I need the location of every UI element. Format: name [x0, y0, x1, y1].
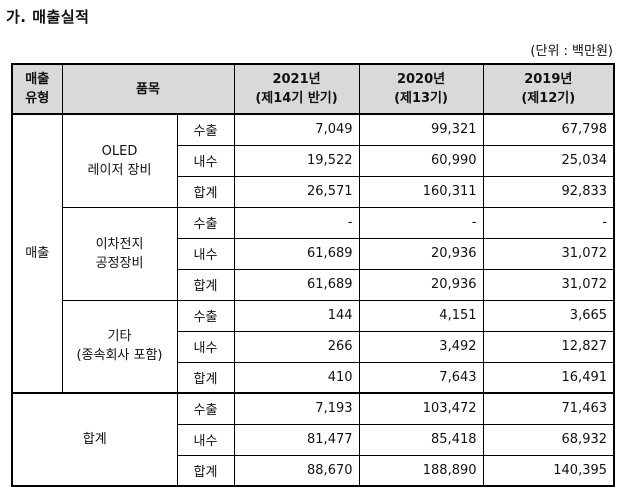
table-row: 합계 410 7,643 16,491	[12, 361, 616, 394]
header-year-2020-year: 2020년	[396, 72, 446, 87]
value-2021: -	[233, 206, 360, 239]
sub-cell: 합계	[176, 175, 235, 208]
value-2021: 81,477	[233, 423, 360, 456]
table-row: 합계 수출 7,193 103,472 71,463	[11, 392, 616, 487]
item-line: 이차전지	[95, 236, 144, 252]
header-sales-type-line2: 유형	[25, 91, 50, 106]
value-2020: 60,990	[358, 144, 484, 177]
sub-cell: 내수	[176, 237, 235, 270]
sub-cell: 수출	[176, 299, 235, 332]
header-row: 매출 유형 품목 2021년 (제14기 반기) 2020년 (제13기) 20…	[11, 63, 616, 115]
value-2019: 31,072	[482, 268, 616, 301]
total-label-cell: 합계	[11, 392, 178, 487]
table-row: 내수 81,477 85,418 68,932	[12, 423, 616, 456]
value-2019: 16,491	[482, 361, 616, 394]
sub-cell: 합계	[176, 454, 235, 487]
header-year-2019-year: 2019년	[524, 72, 573, 87]
header-item: 품목	[61, 63, 235, 115]
value-2020: 7,643	[358, 361, 484, 394]
value-2019: 92,833	[482, 175, 616, 208]
sub-cell: 내수	[176, 330, 235, 363]
value-2019: 3,665	[482, 299, 616, 332]
item-line: OLED	[101, 143, 138, 159]
value-2021: 410	[233, 361, 360, 394]
sub-cell: 수출	[176, 392, 235, 425]
sales-table: 매출 유형 품목 2021년 (제14기 반기) 2020년 (제13기) 20…	[11, 63, 616, 487]
value-2019: 25,034	[482, 144, 616, 177]
sub-cell: 수출	[176, 113, 235, 146]
value-2020: 20,936	[358, 237, 484, 270]
sub-cell: 내수	[176, 144, 235, 177]
item-line: (종속회사 포함)	[76, 348, 163, 364]
item-cell-oled: OLED 레이저 장비	[61, 113, 178, 208]
table-row: 매출 OLED 레이저 장비 수출 7,049 99,321 67,798	[11, 113, 616, 394]
value-2021: 7,049	[233, 113, 360, 146]
table-row: 기타 (종속회사 포함) 수출 144 4,151 3,665	[12, 299, 616, 394]
sub-cell: 합계	[176, 268, 235, 301]
value-2021: 61,689	[233, 237, 360, 270]
item-line: 레이저 장비	[87, 162, 152, 178]
item-cell-other: 기타 (종속회사 포함)	[61, 299, 178, 394]
value-2020: 4,151	[358, 299, 484, 332]
value-2021: 7,193	[233, 392, 360, 425]
value-2020: -	[358, 206, 484, 239]
value-2020: 3,492	[358, 330, 484, 363]
value-2021: 266	[233, 330, 360, 363]
value-2019: 12,827	[482, 330, 616, 363]
value-2019: 71,463	[482, 392, 616, 425]
value-2019: 67,798	[482, 113, 616, 146]
sub-cell: 내수	[176, 423, 235, 456]
value-2020: 160,311	[358, 175, 484, 208]
item-cell-battery: 이차전지 공정장비	[61, 206, 178, 301]
header-year-2021-year: 2021년	[272, 72, 321, 87]
table-row: 합계 26,571 160,311 92,833	[12, 175, 616, 208]
item-line: 공정장비	[95, 255, 144, 271]
header-year-2020: 2020년 (제13기)	[358, 63, 484, 115]
sub-cell: 합계	[176, 361, 235, 394]
header-year-2021: 2021년 (제14기 반기)	[233, 63, 360, 115]
value-2019: 140,395	[482, 454, 616, 487]
table-row: 이차전지 공정장비 수출 - - -	[12, 206, 616, 301]
unit-label: (단위 : 백만원)	[530, 44, 613, 59]
table-row: 내수 61,689 20,936 31,072	[12, 237, 616, 270]
header-year-2019-period: (제12기)	[521, 91, 576, 106]
value-2020: 99,321	[358, 113, 484, 146]
value-2020: 103,472	[358, 392, 484, 425]
header-year-2020-period: (제13기)	[394, 91, 448, 106]
header-sales-type: 매출 유형	[11, 63, 63, 115]
table-row: 합계 61,689 20,936 31,072	[12, 268, 616, 301]
header-year-2019: 2019년 (제12기)	[482, 63, 616, 115]
value-2021: 88,670	[233, 454, 360, 487]
value-2019: -	[482, 206, 616, 239]
value-2019: 68,932	[482, 423, 616, 456]
header-year-2021-period: (제14기 반기)	[255, 91, 338, 106]
value-2020: 188,890	[358, 454, 484, 487]
header-sales-type-line1: 매출	[25, 72, 50, 87]
value-2021: 26,571	[233, 175, 360, 208]
value-2021: 61,689	[233, 268, 360, 301]
value-2020: 85,418	[358, 423, 484, 456]
table-row: 내수 19,522 60,990 25,034	[12, 144, 616, 177]
item-line: 기타	[107, 329, 132, 345]
value-2021: 144	[233, 299, 360, 332]
value-2021: 19,522	[233, 144, 360, 177]
table-row: 내수 266 3,492 12,827	[12, 330, 616, 363]
sales-type-cell: 매출	[11, 113, 63, 394]
section-title: 가. 매출실적	[6, 8, 90, 26]
value-2019: 31,072	[482, 237, 616, 270]
value-2020: 20,936	[358, 268, 484, 301]
sub-cell: 수출	[176, 206, 235, 239]
